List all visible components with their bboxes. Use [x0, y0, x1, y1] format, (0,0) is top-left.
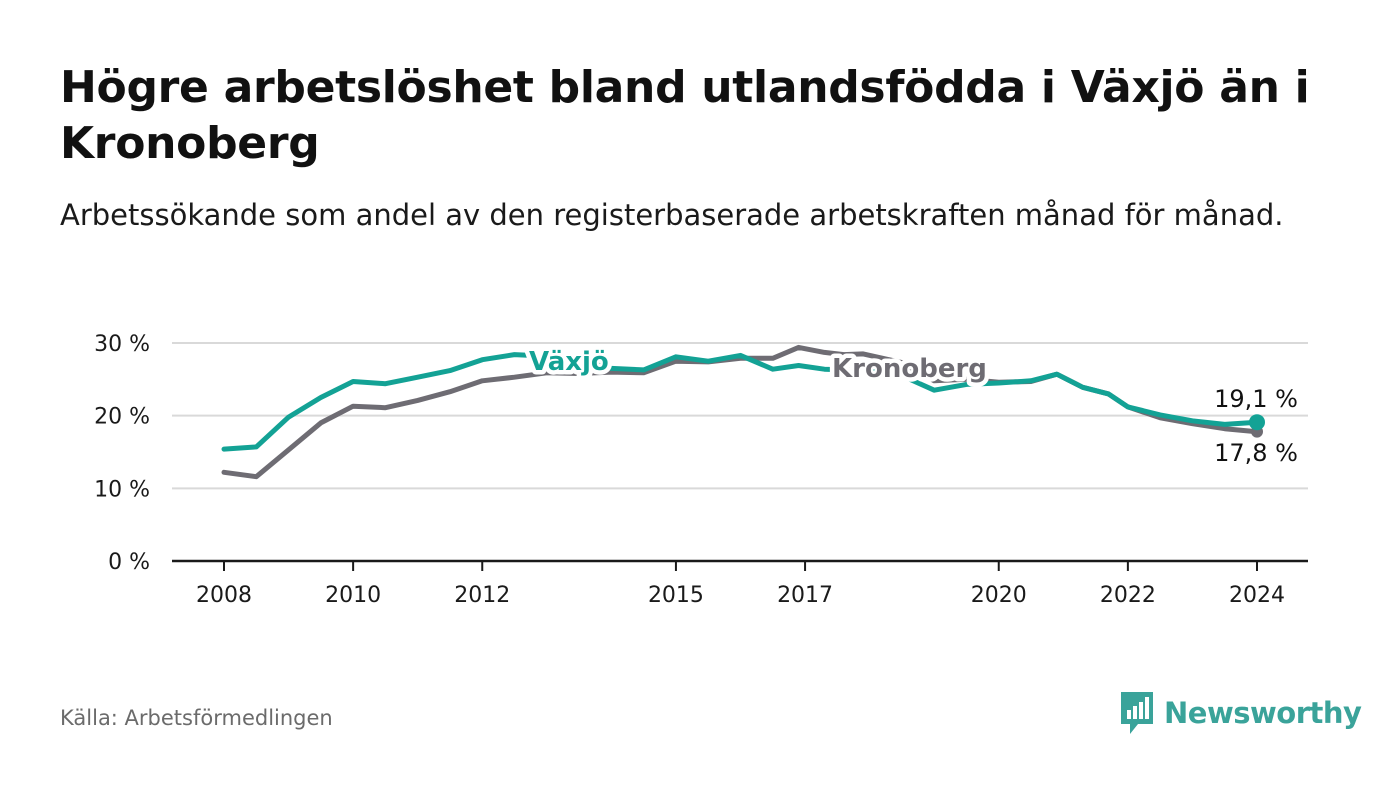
y-tick-label: 10 %: [94, 477, 150, 502]
brand-name: Newsworthy: [1164, 696, 1362, 730]
grid-layer: [172, 342, 1308, 571]
y-tick-label: 20 %: [94, 405, 150, 430]
x-tick-label: 2017: [777, 583, 833, 608]
series-label-vaxjo: Växjö: [529, 347, 609, 377]
x-tick-label: 2012: [454, 583, 510, 608]
series-line-vaxjo: [221, 352, 1260, 452]
y-tick-label: 30 %: [94, 332, 150, 357]
source-note: Källa: Arbetsförmedlingen: [60, 706, 333, 730]
series-label-halo-kronoberg: Kronoberg: [832, 354, 987, 384]
x-tick-label: 2022: [1100, 583, 1156, 608]
series-line-kronoberg: [221, 344, 1260, 480]
series-layer: [221, 344, 1265, 480]
x-tick-label: 2015: [648, 583, 704, 608]
series-label-halo-vaxjo: Växjö: [529, 347, 609, 377]
y-tick-label: 0 %: [108, 550, 150, 575]
chart-subtitle: Arbetssökande som andel av den registerb…: [60, 198, 1284, 232]
end-value-label-vaxjo: 19,1 %: [1214, 385, 1298, 413]
end-marker-vaxjo: [1249, 414, 1265, 431]
x-tick-label: 2008: [196, 583, 252, 608]
x-tick-label: 2010: [325, 583, 381, 608]
x-tick-label: 2024: [1229, 583, 1285, 608]
brand-logo: Newsworthy: [1118, 690, 1362, 736]
x-tick-label: 2020: [971, 583, 1027, 608]
end-value-label-kronoberg: 17,8 %: [1214, 439, 1298, 467]
series-label-kronoberg: Kronoberg: [832, 354, 987, 384]
newsworthy-logo-icon: [1121, 692, 1153, 734]
line-chart: 0 % 10 % 20 % 30 % 2008 2010 2012 2015 2017 2020 2…: [94, 332, 1308, 608]
chart-title: Högre arbetslöshet bland utlandsfödda i …: [60, 62, 1310, 169]
label-layer: 0 % 10 % 20 % 30 % 2008 2010 2012 2015 2017 2020 2…: [94, 332, 1298, 608]
